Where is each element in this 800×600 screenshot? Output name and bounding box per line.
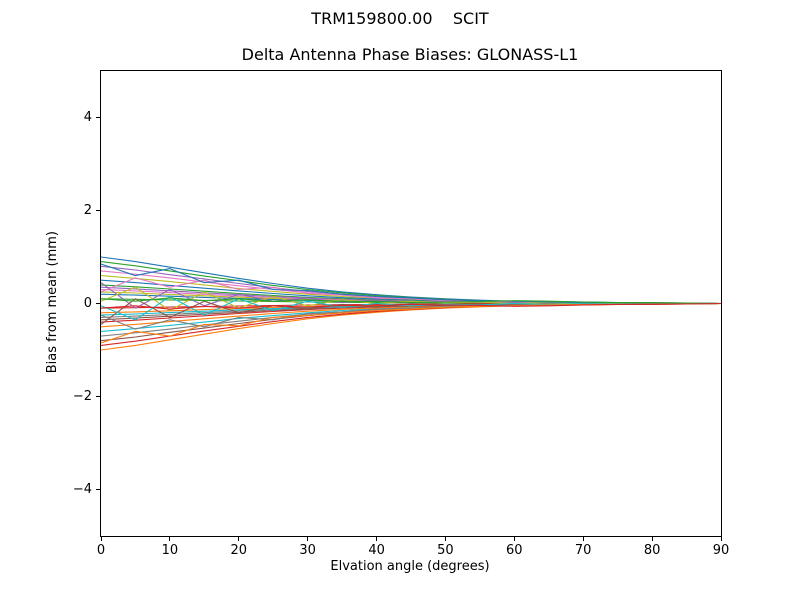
x-tick: [651, 536, 653, 541]
plot-line-L34: [100, 302, 722, 310]
x-tick-label: 40: [368, 543, 385, 558]
x-tick: [582, 536, 584, 541]
y-tick: [96, 303, 101, 304]
plot-area: 0 10 20 30 40 50 60 70 80 90 −4 −2 0 2 4: [73, 70, 729, 558]
y-tick-label: 0: [83, 295, 92, 311]
x-tick: [238, 536, 240, 541]
x-tick: [307, 536, 309, 541]
x-tick: [376, 536, 378, 541]
y-tick-label: 4: [83, 109, 92, 125]
plot-canvas: [100, 256, 722, 351]
x-tick-label: 20: [230, 543, 248, 558]
y-tick: [96, 489, 101, 490]
y-tick-label: −4: [72, 481, 92, 497]
y-tick-label: −2: [72, 388, 92, 404]
axes-title: Delta Antenna Phase Biases: GLONASS-L1: [241, 45, 579, 64]
x-tick-label: 70: [574, 543, 592, 558]
y-tick-label: 2: [83, 202, 92, 218]
y-tick: [96, 210, 101, 211]
x-tick: [100, 536, 102, 541]
x-axis-label: Elvation angle (degrees): [330, 559, 490, 574]
x-tick: [169, 536, 171, 541]
x-tick: [720, 536, 722, 541]
x-tick-label: 50: [437, 543, 454, 558]
x-tick-label: 60: [506, 543, 523, 558]
x-tick-label: 30: [299, 543, 316, 558]
x-tick-label: 90: [712, 543, 730, 558]
x-tick-label: 80: [643, 543, 661, 558]
y-tick: [96, 117, 101, 118]
x-tick: [444, 536, 446, 541]
x-tick-label: 0: [96, 543, 106, 558]
y-tick: [96, 396, 101, 397]
x-tick: [513, 536, 515, 541]
x-tick-label: 10: [161, 543, 179, 558]
figure-suptitle: TRM159800.00 SCIT: [311, 9, 489, 28]
plot-line-L33: [100, 297, 722, 305]
